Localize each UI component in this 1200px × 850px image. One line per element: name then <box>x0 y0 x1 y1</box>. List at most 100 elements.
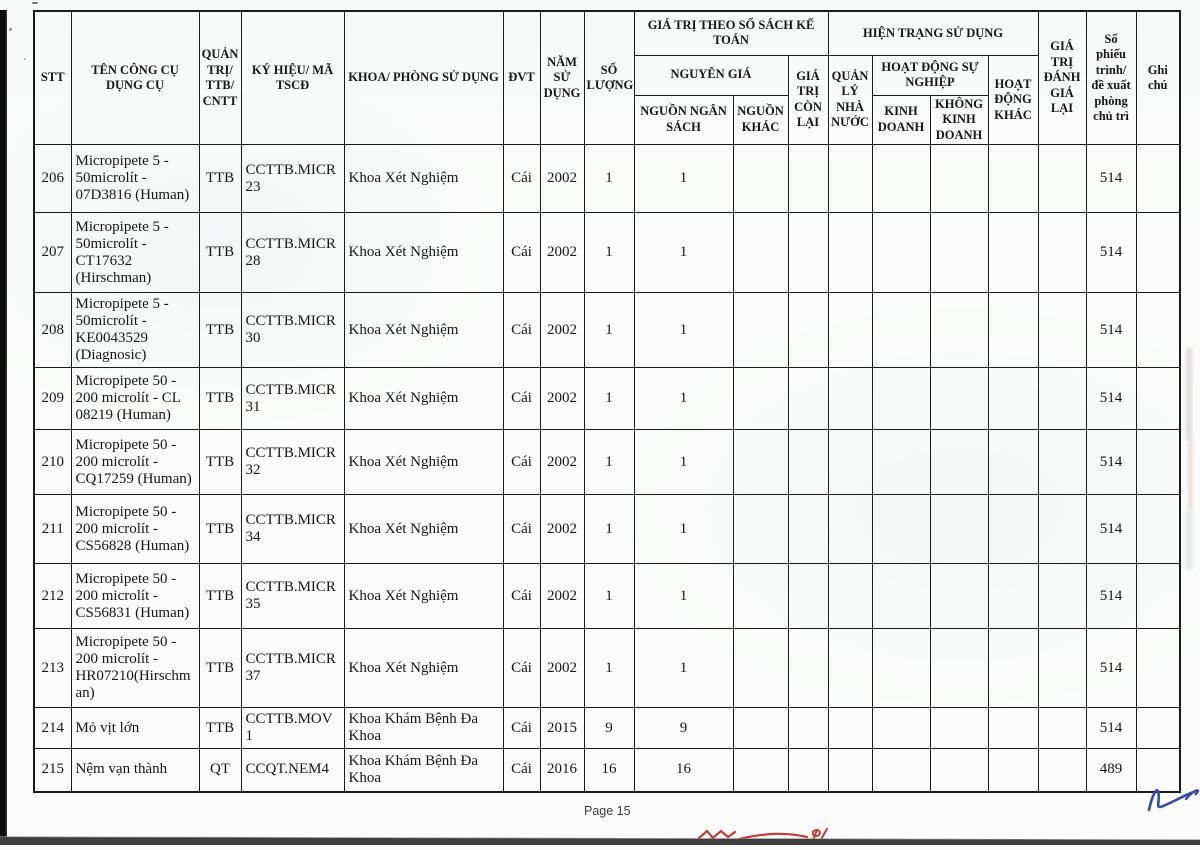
cell-stt: 212 <box>33 563 72 629</box>
scan-edge-left <box>0 10 7 845</box>
cell-so-luong: 1 <box>583 144 635 213</box>
cell-kinh-doanh <box>871 212 931 293</box>
cell-quan-tri: TTB <box>198 367 242 430</box>
cell-quan-ly-nha-nuoc <box>827 429 873 495</box>
cell-nguon-khac <box>732 563 789 629</box>
table-row: 208 Micropipete 5 - 50microlít - KE00435… <box>33 292 1181 368</box>
cell-khoa-phong: Khoa Xét Nghiệm <box>343 429 504 495</box>
scan-artifact <box>1186 348 1192 440</box>
header-so-phieu-trinh: Số phiếu trình/ đề xuất phòng chủ trì <box>1085 10 1137 145</box>
cell-stt: 211 <box>33 494 72 564</box>
cell-nguon-ngan-sach: 1 <box>633 367 734 430</box>
header-hoat-dong-khac: HOẠT ĐỘNG KHÁC <box>987 54 1039 145</box>
cell-kinh-doanh <box>871 494 931 564</box>
cell-quan-tri: TTB <box>198 429 242 495</box>
handwritten-pen-mark <box>1142 779 1200 824</box>
cell-gia-tri-danh-gia-lai <box>1037 367 1087 430</box>
cell-gia-tri-danh-gia-lai <box>1037 212 1087 293</box>
cell-quan-ly-nha-nuoc <box>827 628 873 708</box>
cell-khong-kinh-doanh <box>929 429 989 495</box>
cell-gia-tri-con-lai <box>787 628 829 708</box>
cell-khong-kinh-doanh <box>929 494 989 564</box>
header-ten-cong-cu: TÊN CÔNG CỤ DỤNG CỤ <box>70 10 200 145</box>
cell-ky-hieu: CCTTB.MICR31 <box>240 367 345 430</box>
table-header: STT TÊN CÔNG CỤ DỤNG CỤ QUẢN TRỊ/ TTB/ C… <box>33 10 1181 145</box>
cell-kinh-doanh <box>871 429 931 495</box>
cell-ghi-chu <box>1135 212 1181 293</box>
cell-so-phieu-trinh: 489 <box>1085 748 1137 792</box>
header-khoa-phong: KHOA/ PHÒNG SỬ DỤNG <box>343 10 504 145</box>
table-body: 206 Micropipete 5 - 50microlít - 07D3816… <box>33 144 1181 792</box>
cell-so-luong: 1 <box>583 563 635 629</box>
cell-nguon-khac <box>732 748 789 792</box>
cell-ghi-chu <box>1135 367 1181 430</box>
cell-so-phieu-trinh: 514 <box>1085 429 1137 495</box>
cell-so-luong: 1 <box>583 212 635 293</box>
cell-nguon-khac <box>732 494 789 564</box>
cell-so-luong: 16 <box>583 748 635 792</box>
cell-hoat-dong-khac <box>987 563 1039 629</box>
cell-nam-su-dung: 2002 <box>539 292 585 368</box>
cell-kinh-doanh <box>871 144 931 213</box>
cell-khong-kinh-doanh <box>929 212 989 293</box>
cell-ghi-chu <box>1135 429 1181 495</box>
cell-ky-hieu: CCTTB.MICR28 <box>240 212 345 293</box>
header-dvt: ĐVT <box>502 10 541 145</box>
cell-gia-tri-danh-gia-lai <box>1037 628 1087 708</box>
cell-gia-tri-con-lai <box>787 707 829 749</box>
cell-hoat-dong-khac <box>987 748 1039 792</box>
cell-khong-kinh-doanh <box>929 628 989 708</box>
cell-nam-su-dung: 2002 <box>539 628 585 708</box>
cell-khoa-phong: Khoa Xét Nghiệm <box>343 628 504 708</box>
cell-khoa-phong: Khoa Xét Nghiệm <box>343 494 504 564</box>
cell-quan-tri: TTB <box>198 212 242 293</box>
cell-ky-hieu: CCTTB.MICR32 <box>240 429 345 495</box>
scan-speck <box>32 2 38 4</box>
cell-khoa-phong: Khoa Khám Bệnh Đa Khoa <box>343 748 504 792</box>
cell-so-phieu-trinh: 514 <box>1085 367 1137 430</box>
cell-quan-tri: TTB <box>198 292 242 368</box>
cell-khoa-phong: Khoa Xét Nghiệm <box>343 563 504 629</box>
table-row: 207 Micropipete 5 - 50microlít - CT17632… <box>33 212 1181 293</box>
cell-gia-tri-con-lai <box>787 367 829 430</box>
cell-so-luong: 1 <box>583 429 635 495</box>
cell-dvt: Cái <box>502 494 541 564</box>
cell-quan-tri: TTB <box>198 144 242 213</box>
cell-gia-tri-con-lai <box>787 494 829 564</box>
cell-gia-tri-danh-gia-lai <box>1037 707 1087 749</box>
cell-so-luong: 1 <box>583 628 635 708</box>
header-gia-tri-con-lai: GIÁ TRỊ CÒN LẠI <box>787 54 829 145</box>
cell-ghi-chu <box>1135 494 1181 564</box>
cell-gia-tri-con-lai <box>787 563 829 629</box>
cell-ghi-chu <box>1135 748 1181 792</box>
cell-nguon-ngan-sach: 1 <box>633 144 734 213</box>
cell-nguon-khac <box>732 367 789 430</box>
cell-ghi-chu <box>1135 144 1181 213</box>
cell-ky-hieu: CCQT.NEM4 <box>240 748 345 792</box>
cell-nguon-ngan-sach: 1 <box>633 429 734 495</box>
header-kinh-doanh: KINH DOANH <box>871 94 931 145</box>
scan-speck <box>24 58 26 60</box>
cell-nam-su-dung: 2002 <box>539 212 585 293</box>
cell-kinh-doanh <box>871 628 931 708</box>
cell-quan-tri: TTB <box>198 563 242 629</box>
cell-ky-hieu: CCTTB.MOV1 <box>240 707 345 749</box>
cell-ky-hieu: CCTTB.MICR30 <box>240 292 345 368</box>
table-row: 215 Nệm vạn thành QT CCQT.NEM4 Khoa Khám… <box>33 748 1181 792</box>
cell-so-luong: 1 <box>583 292 635 368</box>
table-row: 211 Micropipete 50 - 200 microlít - CS56… <box>33 494 1181 564</box>
header-quan-ly-nha-nuoc: QUẢN LÝ NHÀ NƯỚC <box>827 54 873 145</box>
cell-nam-su-dung: 2002 <box>539 144 585 213</box>
table-row: 209 Micropipete 50 - 200 microlít - CL 0… <box>33 367 1181 430</box>
scan-edge-bottom <box>0 828 1200 845</box>
cell-stt: 207 <box>33 212 72 293</box>
cell-quan-ly-nha-nuoc <box>827 292 873 368</box>
cell-gia-tri-danh-gia-lai <box>1037 748 1087 792</box>
cell-ten-cong-cu: Micropipete 50 - 200 microlít - CS56831 … <box>70 563 200 629</box>
cell-quan-ly-nha-nuoc <box>827 367 873 430</box>
cell-dvt: Cái <box>502 292 541 368</box>
cell-nguon-khac <box>732 212 789 293</box>
cell-khoa-phong: Khoa Khám Bệnh Đa Khoa <box>343 707 504 749</box>
header-nam-su-dung: NĂM SỬ DỤNG <box>539 10 585 145</box>
cell-nguon-ngan-sach: 16 <box>633 748 734 792</box>
